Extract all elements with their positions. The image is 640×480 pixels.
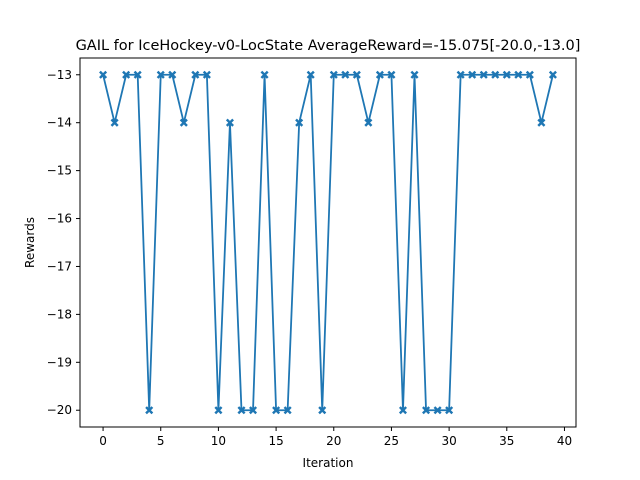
data-point	[145, 406, 154, 415]
x-tick-label: 15	[268, 434, 283, 448]
data-point	[214, 406, 223, 415]
data-point	[202, 70, 211, 79]
axes-frame	[79, 57, 577, 428]
data-point	[352, 70, 361, 79]
x-tick-label: 40	[557, 434, 572, 448]
y-tick-label: −17	[47, 259, 72, 273]
data-point	[110, 118, 119, 127]
data-point	[502, 70, 511, 79]
plot-area	[99, 70, 557, 415]
axis-ticks: 0 5 10 15 20 25 30 35 40 −13 −14 −15 −16 −17 −18 −19 −20	[47, 68, 572, 448]
x-tick-label: 20	[326, 434, 341, 448]
y-tick-label: −18	[47, 307, 72, 321]
data-point	[433, 406, 442, 415]
data-point	[168, 70, 177, 79]
data-point	[479, 70, 488, 79]
data-point	[341, 70, 350, 79]
data-point	[156, 70, 165, 79]
data-point	[548, 70, 557, 79]
data-point	[179, 118, 188, 127]
data-point	[191, 70, 200, 79]
data-point	[456, 70, 465, 79]
y-tick-label: −16	[47, 212, 72, 226]
data-point	[99, 70, 108, 79]
data-point	[122, 70, 131, 79]
y-tick-label: −19	[47, 355, 72, 369]
data-point	[272, 406, 281, 415]
data-point	[225, 118, 234, 127]
y-axis-label: Rewards	[23, 217, 37, 268]
data-point	[537, 118, 546, 127]
data-point	[468, 70, 477, 79]
y-tick-label: −20	[47, 403, 72, 417]
x-tick-label: 35	[499, 434, 514, 448]
data-point	[398, 406, 408, 415]
data-point	[295, 118, 304, 127]
x-tick-label: 5	[157, 434, 165, 448]
data-point	[491, 70, 500, 79]
data-point	[329, 70, 338, 79]
data-point	[283, 406, 292, 415]
x-tick-label: 25	[384, 434, 399, 448]
data-point	[306, 70, 315, 79]
y-tick-label: −15	[47, 164, 72, 178]
series-line	[102, 73, 554, 412]
data-point	[364, 118, 373, 127]
data-point	[410, 70, 419, 79]
data-point	[514, 70, 523, 79]
data-point	[422, 406, 431, 415]
data-point	[525, 70, 534, 79]
data-point	[387, 70, 396, 79]
data-point	[445, 406, 454, 415]
data-point	[248, 406, 258, 415]
data-point	[237, 406, 246, 415]
data-point	[375, 70, 384, 79]
data-point	[260, 70, 269, 79]
data-point	[318, 406, 327, 415]
y-tick-label: −14	[47, 116, 72, 130]
x-tick-label: 0	[99, 434, 107, 448]
data-point	[133, 70, 142, 79]
y-tick-label: −13	[47, 68, 72, 82]
chart-title: GAIL for IceHockey-v0-LocState AverageRe…	[76, 38, 581, 54]
x-axis-label: Iteration	[303, 456, 354, 470]
x-tick-label: 30	[441, 434, 456, 448]
x-tick-label: 10	[211, 434, 226, 448]
